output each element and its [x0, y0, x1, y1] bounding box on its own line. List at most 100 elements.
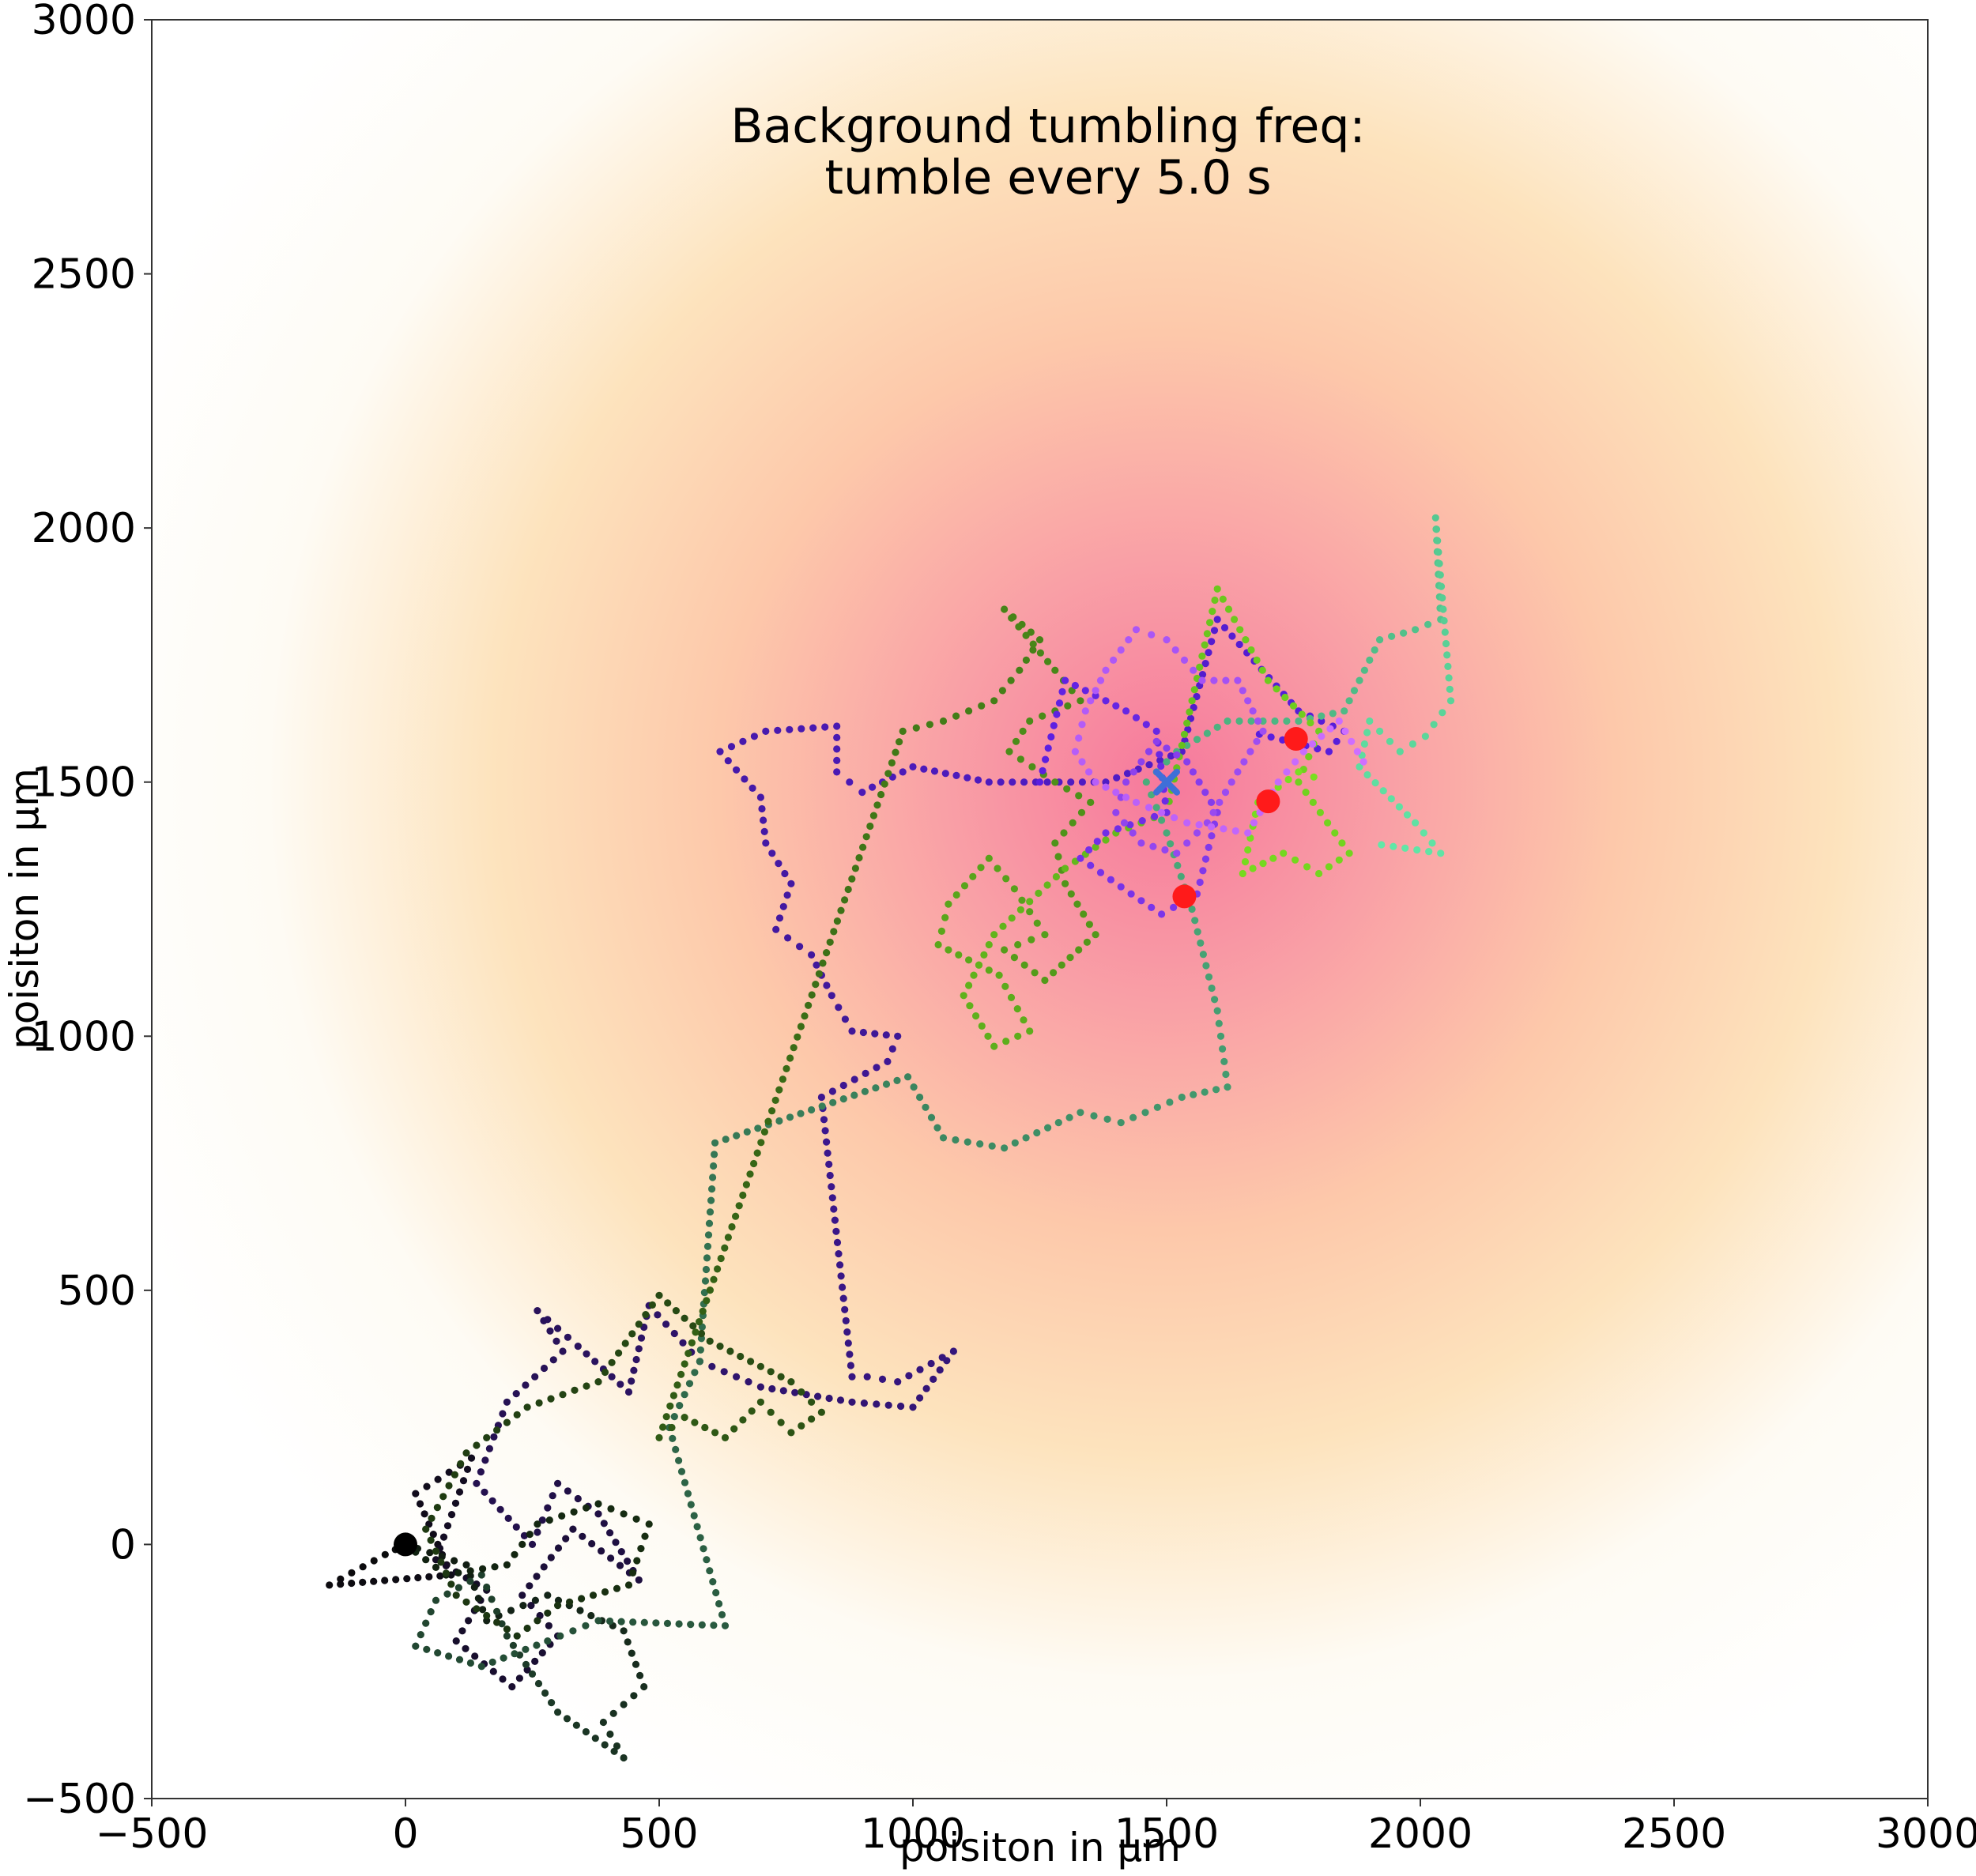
- trajectory-point: [1213, 1007, 1221, 1015]
- trajectory-point: [779, 902, 787, 910]
- trajectory-point: [1413, 846, 1421, 854]
- trajectory-point: [1201, 641, 1209, 649]
- trajectory-point: [348, 1569, 356, 1577]
- trajectory-point: [681, 1391, 688, 1399]
- trajectory-point: [828, 1183, 835, 1191]
- trajectory-point: [620, 1754, 628, 1762]
- trajectory-point: [952, 1136, 960, 1144]
- trajectory-point: [990, 697, 998, 705]
- trajectory-point: [762, 839, 770, 847]
- trajectory-point: [702, 1265, 711, 1274]
- trajectory-point: [756, 793, 765, 801]
- trajectory-point: [1132, 714, 1141, 721]
- trajectory-point: [687, 1621, 695, 1629]
- trajectory-point: [544, 1316, 552, 1324]
- trajectory-point: [659, 1423, 667, 1431]
- trajectory-point: [591, 1358, 599, 1366]
- trajectory-point: [855, 853, 863, 862]
- trajectory-point: [1153, 1103, 1161, 1111]
- trajectory-point: [850, 1075, 858, 1083]
- trajectory-point: [1360, 740, 1368, 748]
- trajectory-point: [1186, 708, 1194, 716]
- trajectory-point: [960, 882, 969, 890]
- trajectory-point: [728, 1222, 736, 1231]
- trajectory-point: [462, 1449, 470, 1457]
- trajectory-point: [847, 1362, 854, 1369]
- trajectory-point: [754, 1124, 762, 1132]
- trajectory-point: [534, 1520, 541, 1528]
- plot-frame: [151, 19, 1929, 1799]
- trajectory-point: [1158, 816, 1166, 824]
- trajectory-point: [1051, 778, 1059, 786]
- trajectory-point: [1028, 936, 1035, 944]
- trajectory-point: [1246, 748, 1254, 755]
- trajectory-point: [841, 1015, 849, 1023]
- trajectory-point: [426, 1549, 434, 1557]
- trajectory-point: [1425, 848, 1433, 856]
- trajectory-point: [523, 1403, 531, 1411]
- trajectory-point: [835, 1004, 843, 1011]
- trajectory-point: [635, 1576, 643, 1584]
- trajectory-point: [1110, 656, 1118, 665]
- trajectory-point: [436, 1572, 444, 1580]
- trajectory-point: [1283, 717, 1291, 725]
- trajectory-point: [990, 1042, 998, 1050]
- trajectory-point: [538, 1516, 546, 1524]
- trajectory-point: [978, 1022, 986, 1030]
- trajectory-point: [1035, 778, 1044, 786]
- trajectory-point: [513, 1411, 521, 1418]
- trajectory-point: [544, 1637, 552, 1645]
- trajectory-point: [483, 1583, 491, 1592]
- trajectory-point: [826, 938, 834, 946]
- trajectory-point: [606, 1730, 614, 1739]
- trajectory-point: [936, 1366, 944, 1374]
- trajectory-point: [1434, 537, 1442, 544]
- trajectory-point: [1228, 632, 1236, 640]
- trajectory-point: [1305, 753, 1313, 761]
- trajectory-point: [768, 1107, 776, 1115]
- trajectory-point: [554, 1324, 562, 1332]
- trajectory-point: [808, 1415, 816, 1423]
- trajectory-point: [462, 1561, 470, 1569]
- trajectory-point: [1092, 931, 1099, 939]
- trajectory-point: [860, 1399, 868, 1407]
- trajectory-point: [1137, 897, 1145, 905]
- trajectory-point: [534, 1528, 541, 1536]
- trajectory-point: [1292, 758, 1299, 766]
- trajectory-point: [965, 956, 973, 964]
- trajectory-point: [1050, 969, 1058, 977]
- trajectory-point: [598, 1547, 605, 1555]
- trajectory-point: [990, 931, 998, 939]
- trajectory-point: [511, 1550, 519, 1558]
- trajectory-point: [833, 1238, 842, 1246]
- trajectory-point: [1269, 854, 1277, 862]
- trajectory-point: [833, 733, 841, 742]
- trajectory-point: [466, 1577, 474, 1585]
- trajectory-point: [526, 1531, 534, 1539]
- trajectory-point: [677, 1467, 686, 1475]
- trajectory-point: [1028, 763, 1036, 771]
- trajectory-point: [429, 1531, 437, 1539]
- trajectory-point: [1047, 733, 1055, 741]
- trajectory-point: [1231, 827, 1239, 835]
- trajectory-point: [1386, 737, 1394, 745]
- trajectory-point: [601, 1588, 609, 1596]
- trajectory-point: [873, 801, 881, 809]
- trajectory-point: [721, 1433, 730, 1441]
- trajectory-point: [445, 1482, 453, 1490]
- trajectory-point: [1315, 869, 1323, 878]
- trajectory-point: [1401, 844, 1409, 852]
- trajectory-point: [1151, 812, 1159, 820]
- trajectory-point: [1215, 1019, 1223, 1027]
- trajectory-point: [1216, 798, 1224, 807]
- trajectory-point: [1044, 744, 1052, 752]
- trajectory-point: [1222, 1070, 1230, 1079]
- trajectory-point: [423, 1482, 431, 1490]
- trajectory-point: [739, 1416, 747, 1424]
- trajectory-point: [1010, 954, 1018, 962]
- trajectory-point: [1152, 737, 1160, 745]
- trajectory-point: [739, 1191, 747, 1200]
- trajectory-point: [756, 1362, 765, 1370]
- trajectory-point: [817, 1093, 825, 1102]
- trajectory-point: [798, 725, 805, 733]
